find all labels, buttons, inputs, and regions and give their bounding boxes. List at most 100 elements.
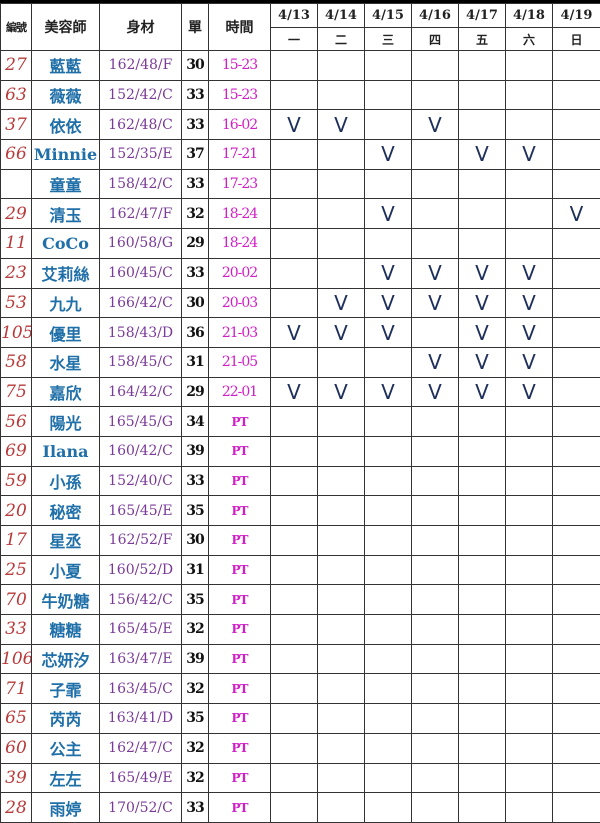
table-row: 33 糖糖 165/45/E 32 PT — [0, 614, 600, 645]
day-cell — [270, 703, 318, 734]
name-cell: 雨婷 — [31, 792, 100, 823]
name-cell: 左左 — [31, 762, 100, 794]
available-mark: V — [334, 379, 348, 404]
name-cell: 薇薇 — [31, 79, 100, 111]
name-cell: Minnie — [31, 139, 100, 170]
day-cell: V — [317, 317, 365, 348]
day-cell — [505, 703, 553, 734]
day-cell — [505, 109, 553, 141]
day-cell — [552, 554, 600, 586]
day-cell — [411, 732, 459, 764]
orders-cell: 39 — [181, 643, 209, 675]
day-cell — [552, 614, 600, 645]
header-date: 4/14 — [317, 3, 365, 28]
day-cell — [364, 79, 412, 111]
day-cell — [505, 50, 553, 81]
day-cell: V — [505, 257, 553, 289]
body-cell: 163/47/E — [99, 643, 182, 675]
top-border — [0, 0, 600, 3]
time-cell: PT — [208, 465, 271, 497]
name-cell: 嘉欣 — [31, 376, 100, 408]
day-cell — [411, 198, 459, 230]
day-cell — [317, 673, 365, 705]
day-cell — [317, 435, 365, 467]
day-cell — [552, 435, 600, 467]
day-cell — [411, 554, 459, 586]
available-mark: V — [475, 379, 489, 404]
id-cell: 11 — [0, 228, 32, 259]
day-cell — [270, 139, 318, 170]
id-cell: 28 — [0, 792, 32, 823]
day-cell — [411, 673, 459, 705]
day-cell — [458, 525, 506, 556]
header-date: 4/16 — [411, 3, 459, 28]
available-mark: V — [428, 112, 442, 137]
time-cell: PT — [208, 525, 271, 556]
day-cell — [458, 435, 506, 467]
time-cell: 22-01 — [208, 376, 271, 408]
body-cell: 160/58/G — [99, 228, 182, 259]
day-cell — [270, 287, 318, 319]
id-cell: 60 — [0, 732, 32, 764]
header-weekday: 二 — [317, 27, 365, 51]
orders-cell: 36 — [181, 317, 209, 348]
day-cell — [458, 703, 506, 734]
body-cell: 165/45/G — [99, 406, 182, 437]
day-cell — [552, 139, 600, 170]
day-cell — [364, 584, 412, 616]
time-cell: PT — [208, 554, 271, 586]
day-cell — [505, 435, 553, 467]
id-cell: 20 — [0, 495, 32, 526]
table-row: 37 依依 162/48/C 33 16-02 V V V — [0, 109, 600, 141]
available-mark: V — [287, 112, 301, 137]
available-mark: V — [287, 379, 301, 404]
day-cell — [458, 465, 506, 497]
table-row: 106 芯妍汐 163/47/E 39 PT — [0, 643, 600, 675]
day-cell — [317, 79, 365, 111]
body-cell: 158/43/D — [99, 317, 182, 348]
table-row: 童童 158/42/C 33 17-23 — [0, 168, 600, 200]
id-cell: 58 — [0, 346, 32, 378]
day-cell — [505, 495, 553, 526]
day-cell — [552, 762, 600, 794]
body-cell: 162/47/C — [99, 732, 182, 764]
day-cell — [270, 406, 318, 437]
time-cell: 15-23 — [208, 50, 271, 81]
body-cell: 152/35/E — [99, 139, 182, 170]
day-cell — [270, 732, 318, 764]
schedule-table: 編號 美容師 身材 單 時間 4/13 4/14 4/15 4/16 4/17 … — [0, 3, 600, 823]
day-cell — [552, 792, 600, 823]
available-mark: V — [428, 290, 442, 315]
table-row: 66 Minnie 152/35/E 37 17-21 V V V — [0, 139, 600, 170]
day-cell — [505, 228, 553, 259]
day-cell: V — [411, 376, 459, 408]
table-row: 58 水星 158/45/C 31 21-05 V V V — [0, 346, 600, 378]
id-cell: 27 — [0, 50, 32, 81]
id-cell: 17 — [0, 525, 32, 556]
id-cell: 59 — [0, 465, 32, 497]
time-cell: 17-23 — [208, 168, 271, 200]
day-cell — [505, 584, 553, 616]
time-cell: 16-02 — [208, 109, 271, 141]
table-row: 60 公主 162/47/C 32 PT — [0, 732, 600, 764]
body-cell: 160/52/D — [99, 554, 182, 586]
day-cell — [552, 643, 600, 675]
day-cell: V — [317, 376, 365, 408]
day-cell: V — [458, 257, 506, 289]
orders-cell: 30 — [181, 525, 209, 556]
orders-cell: 37 — [181, 139, 209, 170]
schedule-body: 27 藍藍 162/48/F 30 15-23 63 薇薇 152/42/C 33 15-23 37… — [0, 50, 600, 823]
name-cell: 糖糖 — [31, 614, 100, 645]
name-cell: 小夏 — [31, 554, 100, 586]
available-mark: V — [428, 350, 442, 375]
day-cell — [411, 792, 459, 823]
table-row: 20 秘密 165/45/E 35 PT — [0, 495, 600, 526]
body-cell: 165/45/E — [99, 614, 182, 645]
available-mark: V — [381, 379, 395, 404]
day-cell: V — [270, 109, 318, 141]
day-cell — [552, 228, 600, 259]
name-cell: 九九 — [31, 287, 100, 319]
time-cell: 20-02 — [208, 257, 271, 289]
orders-cell: 32 — [181, 732, 209, 764]
table-row: 105 優里 158/43/D 36 21-03 V V V V V — [0, 317, 600, 348]
